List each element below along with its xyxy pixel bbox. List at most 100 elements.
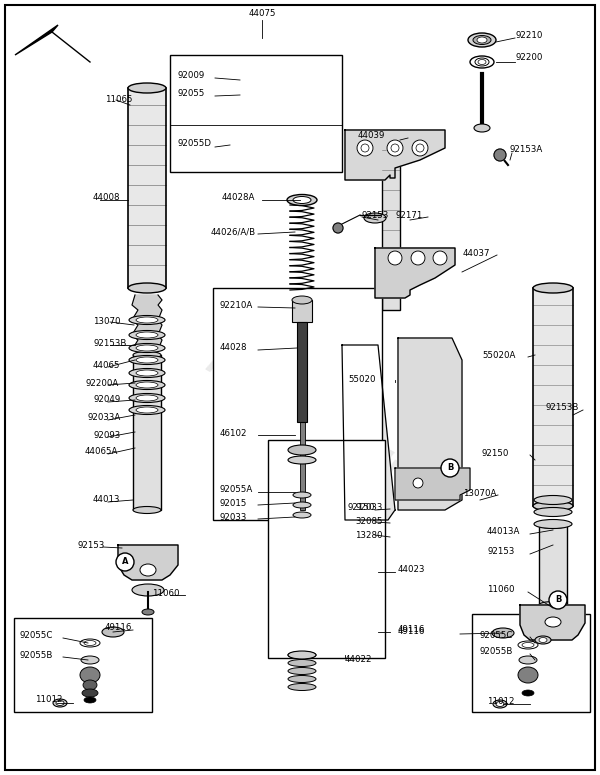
- Ellipse shape: [129, 343, 165, 353]
- Polygon shape: [520, 605, 585, 640]
- Text: 92055C: 92055C: [480, 631, 514, 639]
- Text: 11060: 11060: [487, 585, 515, 594]
- Text: 44013: 44013: [93, 495, 121, 505]
- Text: 13070A: 13070A: [463, 488, 496, 498]
- Ellipse shape: [136, 317, 158, 323]
- Text: 46102: 46102: [220, 429, 248, 438]
- Bar: [533, 288, 573, 506]
- Ellipse shape: [132, 584, 164, 596]
- Text: 92055: 92055: [178, 88, 205, 98]
- Text: 44013A: 44013A: [487, 528, 520, 536]
- Text: 11065: 11065: [105, 95, 133, 105]
- Ellipse shape: [288, 652, 316, 659]
- Text: 92055B: 92055B: [20, 650, 53, 660]
- Bar: [472, 614, 590, 712]
- Ellipse shape: [82, 689, 98, 697]
- Text: 92171: 92171: [395, 211, 422, 219]
- Ellipse shape: [102, 627, 124, 637]
- Text: 13070: 13070: [93, 318, 121, 326]
- Circle shape: [357, 140, 373, 156]
- Text: 92150: 92150: [482, 449, 509, 457]
- Circle shape: [433, 251, 447, 265]
- Circle shape: [387, 140, 403, 156]
- Text: 44065A: 44065A: [85, 447, 118, 456]
- Ellipse shape: [293, 197, 311, 204]
- Ellipse shape: [136, 407, 158, 413]
- Ellipse shape: [518, 667, 538, 683]
- Circle shape: [413, 478, 423, 488]
- Text: 44026/A/B: 44026/A/B: [211, 228, 256, 236]
- Ellipse shape: [293, 502, 311, 508]
- Text: B: B: [447, 463, 453, 473]
- Text: PartsRepublic: PartsRepublic: [200, 349, 419, 491]
- Ellipse shape: [80, 639, 100, 647]
- Text: 92015: 92015: [220, 498, 247, 508]
- Ellipse shape: [288, 651, 316, 659]
- Text: 92093: 92093: [93, 430, 120, 439]
- Ellipse shape: [539, 601, 567, 608]
- Ellipse shape: [136, 345, 158, 351]
- Text: 49116: 49116: [398, 625, 425, 635]
- Bar: [382, 130, 400, 310]
- Ellipse shape: [496, 701, 504, 707]
- Text: 55020A: 55020A: [482, 350, 515, 360]
- Ellipse shape: [539, 522, 567, 529]
- Ellipse shape: [136, 370, 158, 376]
- Polygon shape: [118, 545, 178, 580]
- Ellipse shape: [533, 283, 573, 293]
- Circle shape: [412, 140, 428, 156]
- Ellipse shape: [522, 642, 534, 647]
- Bar: [292, 300, 312, 322]
- Text: 92210A: 92210A: [220, 301, 253, 309]
- Text: 44028A: 44028A: [222, 194, 256, 202]
- Circle shape: [441, 459, 459, 477]
- Polygon shape: [15, 25, 58, 55]
- Circle shape: [388, 251, 402, 265]
- Ellipse shape: [534, 495, 572, 505]
- Ellipse shape: [519, 656, 537, 664]
- Ellipse shape: [518, 641, 538, 649]
- Polygon shape: [375, 248, 455, 298]
- Text: 44039: 44039: [358, 130, 385, 140]
- Ellipse shape: [288, 456, 316, 464]
- Text: 92153B: 92153B: [545, 404, 578, 412]
- Text: 92009: 92009: [178, 71, 205, 80]
- Text: 11012: 11012: [487, 698, 515, 707]
- Ellipse shape: [288, 445, 316, 455]
- Ellipse shape: [129, 405, 165, 415]
- Text: 92210: 92210: [515, 30, 542, 40]
- Bar: [170, 55, 342, 172]
- Text: 11012: 11012: [35, 695, 62, 704]
- Bar: [133, 355, 161, 510]
- Ellipse shape: [142, 609, 154, 615]
- Ellipse shape: [522, 690, 534, 696]
- Ellipse shape: [493, 700, 507, 708]
- Text: 92055A: 92055A: [220, 485, 253, 494]
- Ellipse shape: [288, 676, 316, 683]
- Ellipse shape: [534, 519, 572, 529]
- Ellipse shape: [53, 699, 67, 707]
- Ellipse shape: [473, 36, 491, 44]
- Circle shape: [549, 591, 567, 609]
- Ellipse shape: [136, 382, 158, 388]
- Text: 92055B: 92055B: [480, 647, 514, 656]
- Text: 44022: 44022: [345, 656, 373, 664]
- Ellipse shape: [140, 564, 156, 576]
- Ellipse shape: [136, 395, 158, 401]
- Text: 44023: 44023: [398, 566, 425, 574]
- Text: 92153: 92153: [487, 547, 514, 556]
- Ellipse shape: [288, 667, 316, 674]
- Ellipse shape: [535, 636, 551, 644]
- Ellipse shape: [136, 357, 158, 363]
- Text: 92153B: 92153B: [93, 339, 127, 347]
- Text: 92153A: 92153A: [510, 146, 543, 154]
- Text: 44008: 44008: [93, 194, 121, 202]
- Text: 92153: 92153: [362, 211, 389, 219]
- Bar: [14, 618, 152, 712]
- Ellipse shape: [83, 680, 97, 690]
- Ellipse shape: [539, 638, 547, 642]
- Ellipse shape: [492, 628, 514, 638]
- Polygon shape: [345, 130, 445, 180]
- Ellipse shape: [81, 656, 99, 664]
- Text: A: A: [122, 557, 128, 567]
